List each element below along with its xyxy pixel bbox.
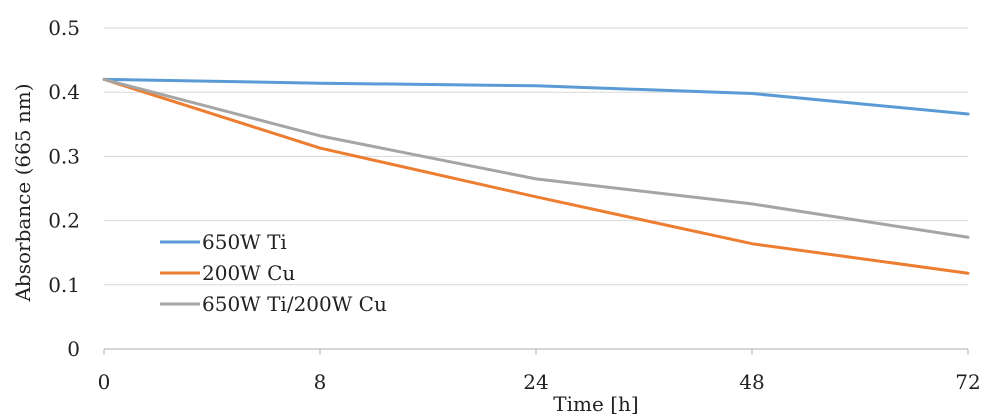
x-tick-label: 48 bbox=[739, 370, 764, 394]
x-tick-label: 8 bbox=[314, 370, 327, 394]
y-tick-label: 0.2 bbox=[48, 209, 80, 233]
x-tick-label: 72 bbox=[955, 370, 980, 394]
series-lines bbox=[102, 77, 970, 275]
y-tick-label: 0 bbox=[67, 337, 80, 361]
gridlines bbox=[104, 27, 968, 286]
y-tick-label: 0.5 bbox=[48, 16, 80, 40]
x-tick-label: 0 bbox=[98, 370, 111, 394]
legend: 650W Ti 200W Cu 650W Ti/200W Cu bbox=[160, 230, 387, 316]
axes bbox=[103, 348, 969, 355]
series-line-3 bbox=[102, 77, 970, 239]
legend-label: 650W Ti/200W Cu bbox=[202, 292, 387, 316]
y-tick-labels: 0 0.1 0.2 0.3 0.4 0.5 bbox=[48, 16, 80, 361]
x-tick-labels: 0 8 24 48 72 bbox=[98, 370, 981, 394]
y-tick-label: 0.4 bbox=[48, 80, 80, 104]
y-tick-label: 0.1 bbox=[48, 273, 80, 297]
series-line-2 bbox=[102, 77, 970, 275]
y-tick-label: 0.3 bbox=[48, 144, 80, 168]
x-tick-label: 24 bbox=[523, 370, 548, 394]
series-line-1 bbox=[102, 77, 970, 116]
legend-label: 650W Ti bbox=[202, 230, 287, 254]
y-axis-label: Absorbance (665 nm) bbox=[11, 83, 35, 302]
x-axis-label: Time [h] bbox=[553, 392, 638, 416]
legend-label: 200W Cu bbox=[202, 261, 295, 285]
